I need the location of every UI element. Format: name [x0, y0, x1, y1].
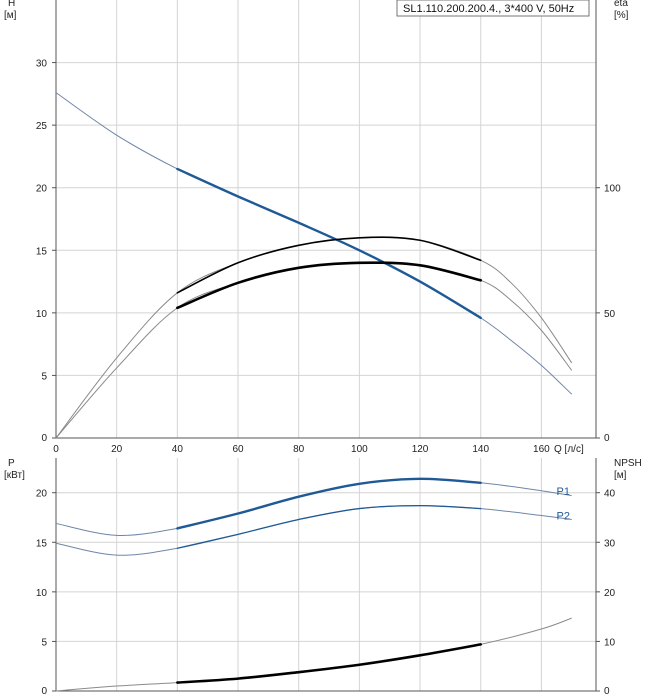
y-tick-label: 15: [36, 246, 48, 257]
y-tick-label: 10: [36, 588, 48, 599]
x-tick-label: 20: [111, 444, 123, 455]
y-axis-title: H: [8, 0, 15, 9]
series-0-0-curve: [55, 92, 573, 395]
y2-axis-unit: [м]: [614, 470, 627, 481]
series-0-1-operating-range: [176, 236, 482, 294]
x-tick-label: 80: [293, 444, 305, 455]
series-0-2-operating-range: [176, 261, 483, 310]
y2-tick-label: 0: [604, 433, 610, 444]
x-tick-label: 0: [53, 444, 59, 455]
series-layer: [55, 92, 573, 692]
series-1-1-operating-range: [176, 504, 482, 549]
y-tick-label: 0: [41, 433, 47, 444]
x-tick-label: 160: [533, 444, 550, 455]
y-tick-label: 20: [36, 184, 48, 195]
y-tick-label: 15: [36, 538, 48, 549]
y2-axis-title: NPSH: [614, 458, 642, 469]
y2-tick-label: 0: [604, 686, 610, 697]
series-0-2-curve: [55, 262, 573, 439]
series-label-p2: P2: [557, 510, 570, 522]
series-1-0-operating-range: [176, 477, 482, 530]
x-tick-label: 60: [232, 444, 244, 455]
series-1-2-operating-range: [176, 643, 483, 684]
series-1-0-curve: [55, 478, 572, 536]
model-badge: SL1.110.200.200.4., 3*400 V, 50Hz: [396, 0, 590, 17]
y-tick-label: 20: [36, 489, 48, 500]
series-0-1-curve: [55, 236, 573, 439]
y-axis-title: P: [8, 458, 15, 469]
series-0-0-operating-range: [176, 167, 482, 320]
x-tick-label: 140: [472, 444, 489, 455]
x-tick-label: 40: [172, 444, 184, 455]
y-tick-label: 5: [41, 637, 47, 648]
x-tick-label: 100: [351, 444, 368, 455]
y2-axis-unit: [%]: [614, 10, 629, 21]
y2-tick-label: 50: [604, 309, 616, 320]
model-badge-text: SL1.110.200.200.4., 3*400 V, 50Hz: [403, 3, 574, 15]
series-1-1-curve: [55, 505, 572, 556]
y-axis-unit: [кВт]: [4, 470, 25, 481]
y-tick-label: 30: [36, 59, 48, 70]
y2-tick-label: 30: [604, 538, 616, 549]
y2-tick-label: 40: [604, 489, 616, 500]
y-tick-label: 0: [41, 686, 47, 697]
y2-axis-title: eta: [614, 0, 628, 9]
series-1-2-curve: [55, 617, 572, 692]
y-axis-unit: [м]: [4, 10, 17, 21]
y2-tick-label: 20: [604, 588, 616, 599]
x-tick-label: 120: [412, 444, 429, 455]
y-tick-label: 25: [36, 121, 48, 132]
y2-tick-label: 100: [604, 184, 621, 195]
series-label-p1: P1: [557, 486, 570, 498]
y-tick-label: 10: [36, 309, 48, 320]
x-axis-title: Q [л/с]: [554, 444, 584, 455]
y2-tick-label: 10: [604, 637, 616, 648]
y-tick-label: 5: [41, 371, 47, 382]
